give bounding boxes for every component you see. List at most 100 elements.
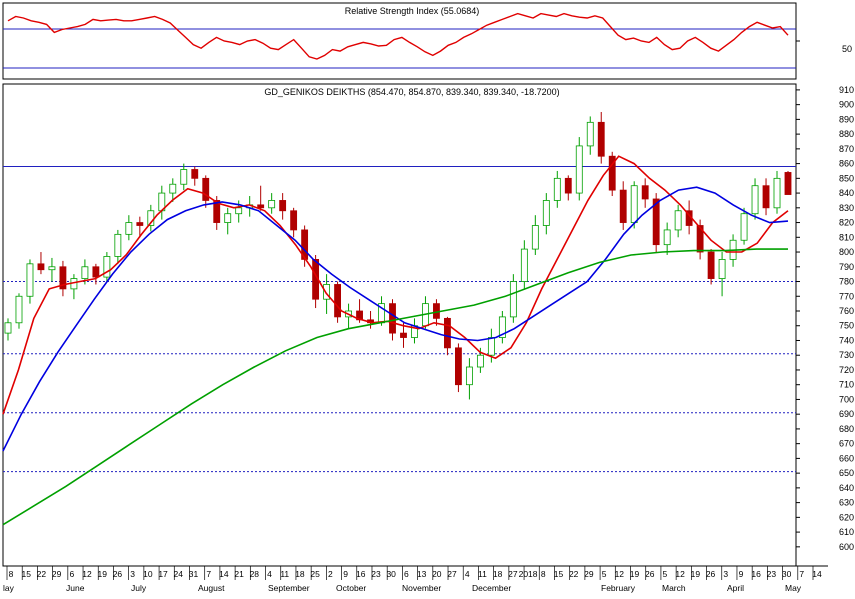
candle-up [103, 256, 111, 278]
x-tick-label: 23 [767, 569, 777, 579]
x-tick-label: 21 [234, 569, 244, 579]
month-label: June [66, 583, 85, 593]
x-tick-label: 19 [691, 569, 701, 579]
candle-up [125, 222, 133, 235]
x-tick-label: 17 [158, 569, 168, 579]
x-tick-label: 31 [189, 569, 199, 579]
x-tick-label: 4 [267, 569, 272, 579]
month-label: September [268, 583, 310, 593]
candle-up [180, 169, 188, 185]
x-tick-label: 15 [554, 569, 564, 579]
x-tick-label: 5 [602, 569, 607, 579]
candle-down [641, 185, 649, 200]
candle-down [202, 177, 210, 201]
candle-up [575, 145, 583, 194]
candle-down [400, 332, 407, 338]
x-tick-label: 27 [447, 569, 457, 579]
price-y-tick-label: 770 [839, 291, 854, 301]
month-label: April [727, 583, 744, 593]
candle-up [465, 366, 473, 386]
candle-down [784, 172, 792, 195]
price-y-tick-label: 780 [839, 277, 854, 287]
price-y-tick-label: 840 [839, 188, 854, 198]
candle-down [619, 189, 627, 223]
price-y-tick-label: 760 [839, 306, 854, 316]
candle-down [564, 177, 572, 194]
price-title: GD_GENIKOS DEIKTHS (854.470, 854.870, 83… [264, 87, 559, 97]
candle-up [4, 322, 12, 334]
x-tick-label: 22 [37, 569, 47, 579]
x-tick-label: 9 [739, 569, 744, 579]
price-y-tick-label: 800 [839, 247, 854, 257]
candle-down [334, 284, 341, 318]
rsi-title: Relative Strength Index (55.0684) [345, 6, 480, 16]
month-label: August [198, 583, 225, 593]
price-y-tick-label: 740 [839, 335, 854, 345]
candle-down [301, 229, 309, 260]
x-tick-label: 12 [82, 569, 92, 579]
month-label: May [785, 583, 802, 593]
candle-up [520, 248, 528, 282]
candle-down [696, 225, 704, 253]
candle-up [323, 284, 331, 300]
x-tick-label: 3 [130, 569, 135, 579]
candle-up [773, 177, 781, 209]
price-y-tick-label: 620 [839, 512, 854, 522]
month-label: lay [3, 583, 15, 593]
price-y-tick-label: 870 [839, 144, 854, 154]
x-tick-label: 19 [630, 569, 640, 579]
candle-up [268, 200, 276, 209]
candle-up [26, 263, 34, 297]
x-tick-label: 26 [113, 569, 123, 579]
candle-down [257, 204, 265, 209]
x-tick-label: 8 [541, 569, 546, 579]
x-tick-label: 20 [432, 569, 442, 579]
candle-down [92, 266, 100, 278]
x-tick-label: 16 [751, 569, 761, 579]
price-y-tick-label: 640 [839, 483, 854, 493]
x-tick-label: 30 [386, 569, 396, 579]
price-y-tick-label: 880 [839, 129, 854, 139]
candle-down [597, 121, 605, 157]
x-tick-label: 26 [645, 569, 655, 579]
candle-up [718, 259, 726, 279]
price-y-ticks: 600 610 620 630 640 650 660 670 680 690 700 710 720 7… [796, 85, 854, 552]
candle-up [169, 183, 177, 194]
candle-down [59, 266, 67, 290]
x-tick-label: 11 [478, 569, 487, 579]
candle-up [15, 295, 23, 324]
price-y-tick-label: 820 [839, 218, 854, 228]
candle-down [136, 222, 144, 226]
long-moving-average-line [2, 248, 788, 526]
price-y-tick-label: 610 [839, 527, 854, 537]
x-tick-label: 13 [417, 569, 427, 579]
price-panel: GD_GENIKOS DEIKTHS (854.470, 854.870, 83… [2, 83, 854, 567]
x-tick-label: 14 [812, 569, 822, 579]
month-label: February [601, 583, 636, 593]
month-label: November [402, 583, 441, 593]
price-y-tick-label: 690 [839, 409, 854, 419]
price-y-tick-label: 810 [839, 232, 854, 242]
candle-down [762, 185, 770, 209]
candle-up [235, 207, 243, 215]
price-y-tick-label: 600 [839, 542, 854, 552]
price-y-tick-label: 790 [839, 262, 854, 272]
candle-up [751, 185, 759, 215]
x-tick-label: 18 [295, 569, 305, 579]
candle-down [213, 200, 221, 223]
price-y-tick-label: 860 [839, 159, 854, 169]
month-label: July [131, 583, 147, 593]
candle-up [498, 316, 506, 338]
candle-down [290, 210, 298, 231]
month-label: December [472, 583, 511, 593]
candles-layer [4, 112, 792, 400]
x-tick-label: 12 [675, 569, 685, 579]
rsi-series-layer [7, 12, 800, 60]
price-y-tick-label: 680 [839, 424, 854, 434]
month-label: March [662, 583, 686, 593]
x-tick-label: 12 [615, 569, 625, 579]
x-tick-label: 26 [706, 569, 716, 579]
price-y-tick-label: 890 [839, 114, 854, 124]
